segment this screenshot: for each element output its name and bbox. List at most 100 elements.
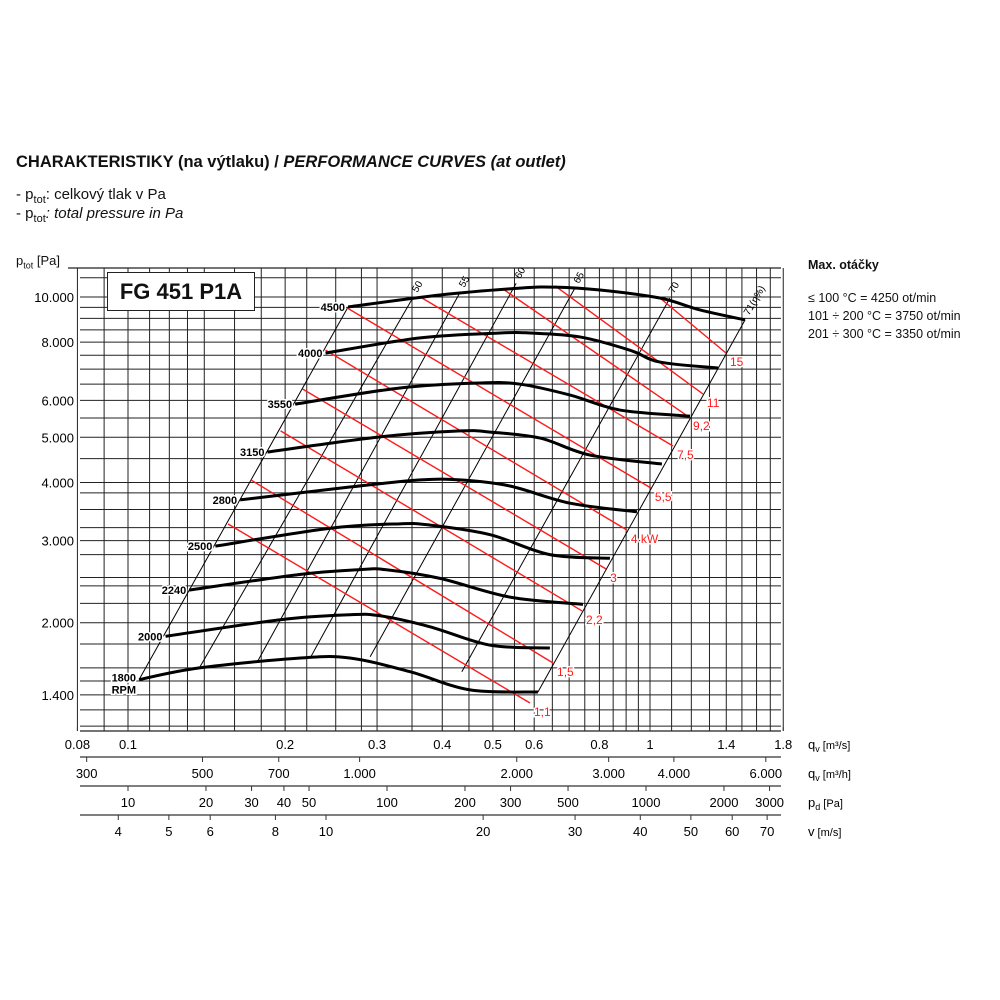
x-tick-label-qv_h: 3.000 — [592, 766, 625, 781]
legend-en: - ptot: total pressure in Pa — [16, 205, 183, 225]
rpm-curve-4000 — [325, 330, 719, 370]
x-tick-label-v: 5 — [165, 824, 172, 839]
y-tick-label: 8.000 — [41, 335, 74, 350]
x-axis-title-v: v [m/s] — [808, 824, 841, 839]
power-label: 7,5 — [677, 448, 694, 462]
y-label-unit: [Pa] — [33, 253, 60, 268]
x-tick-label-v: 50 — [684, 824, 698, 839]
y-tick-label: 4.000 — [41, 475, 74, 490]
x-tick-label-qv_h: 500 — [192, 766, 214, 781]
x-tick-label-v: 6 — [207, 824, 214, 839]
power-line — [659, 297, 727, 354]
power-label: 1,5 — [557, 665, 574, 679]
x-tick-label-qv: 1.8 — [774, 737, 792, 752]
legend-text: : celkový tlak v Pa — [45, 186, 166, 203]
power-line — [554, 285, 704, 395]
x-tick-label-pd: 10 — [121, 795, 135, 810]
power-label: 2,2 — [586, 613, 603, 627]
x-tick-label-pd: 500 — [557, 795, 579, 810]
y-tick-label: 6.000 — [41, 393, 74, 408]
efficiency-label: 60 — [513, 265, 528, 281]
power-label: 9,2 — [693, 419, 710, 433]
y-axis-label: ptot [Pa] — [16, 253, 60, 271]
efficiency-line — [369, 287, 576, 658]
max-speed-heading: Max. otáčky — [808, 258, 879, 272]
rpm-label: 3150 — [240, 447, 264, 459]
x-tick-label-qv: 0.1 — [119, 737, 137, 752]
power-label: 15 — [730, 355, 744, 369]
x-tick-label-pd: 30 — [244, 795, 258, 810]
rpm-label: 4500 — [321, 302, 345, 314]
y-tick-label: 1.400 — [41, 688, 74, 703]
page-title: CHARAKTERISTIKY (na výtlaku) / PERFORMAN… — [16, 153, 566, 172]
x-tick-label-qv_h: 2.000 — [500, 766, 533, 781]
rpm-curve-2800 — [239, 477, 638, 514]
y-label-main: p — [16, 253, 24, 268]
max-speed-line: 201 ÷ 300 °C = 3350 ot/min — [808, 327, 961, 341]
rpm-unit-label: RPM — [112, 685, 136, 697]
x-tick-label-v: 40 — [633, 824, 647, 839]
x-tick-label-v: 60 — [725, 824, 739, 839]
x-tick-label-qv: 1 — [646, 737, 653, 752]
x-tick-label-qv_h: 300 — [76, 766, 98, 781]
x-tick-label-v: 10 — [319, 824, 333, 839]
legend-sub: tot — [33, 213, 46, 225]
x-tick-label-pd: 40 — [277, 795, 291, 810]
rpm-label: 2000 — [138, 631, 162, 643]
x-tick-label-qv: 0.08 — [65, 737, 90, 752]
x-tick-label-qv: 0.2 — [276, 737, 294, 752]
x-tick-label-qv_h: 4.000 — [658, 766, 691, 781]
power-label: 1,1 — [534, 705, 551, 719]
y-tick-label: 3.000 — [41, 534, 74, 549]
x-tick-label-pd: 3000 — [755, 795, 784, 810]
x-tick-label-qv_h: 700 — [268, 766, 290, 781]
title-en: PERFORMANCE CURVES (at outlet) — [283, 153, 566, 171]
efficiency-label: 50 — [410, 279, 425, 295]
x-tick-label-pd: 100 — [376, 795, 398, 810]
rpm-label: 4000 — [298, 348, 322, 360]
x-tick-label-pd: 300 — [500, 795, 522, 810]
x-tick-label-qv_h: 6.000 — [750, 766, 783, 781]
power-label: 3 — [610, 571, 617, 585]
efficiency-line — [310, 283, 517, 658]
efficiency-line — [257, 291, 461, 662]
efficiency-line — [461, 297, 671, 672]
y-label-sub: tot — [23, 260, 34, 271]
efficiency-line — [537, 319, 746, 693]
rpm-label: 2240 — [162, 585, 186, 597]
x-tick-label-v: 20 — [476, 824, 490, 839]
power-line — [419, 296, 674, 447]
legend-prefix: - p — [16, 186, 34, 203]
rpm-label: 2800 — [213, 495, 237, 507]
left-boundary-line — [138, 306, 349, 680]
power-label: 4 kW — [631, 532, 659, 546]
efficiency-line — [198, 296, 414, 669]
y-tick-label: 5.000 — [41, 430, 74, 445]
legend-text: : total pressure in Pa — [45, 205, 184, 222]
x-tick-label-pd: 200 — [454, 795, 476, 810]
max-speed-line: ≤ 100 °C = 4250 ot/min — [808, 291, 937, 305]
rpm-curve-2500 — [215, 522, 611, 560]
power-label: 5,5 — [655, 490, 672, 504]
rpm-curve-3150 — [267, 429, 663, 466]
efficiency-label: 55 — [457, 274, 472, 290]
x-tick-label-v: 30 — [568, 824, 582, 839]
rpm-label: 2500 — [188, 541, 212, 553]
power-line — [502, 288, 690, 418]
rpm-curve-2240 — [189, 567, 584, 606]
rpm-curve-1800 — [138, 655, 538, 694]
power-line — [227, 523, 531, 704]
x-tick-label-qv: 1.4 — [717, 737, 735, 752]
legend-cz: - ptot: celkový tlak v Pa — [16, 186, 166, 206]
rpm-label: 1800 — [112, 673, 136, 685]
rpm-curve-2000 — [165, 612, 550, 650]
power-line — [280, 430, 583, 612]
max-speed-line: 101 ÷ 200 °C = 3750 ot/min — [808, 309, 961, 323]
efficiency-label: 71(η%) — [742, 284, 768, 317]
efficiency-label: 65 — [572, 270, 587, 286]
y-tick-label: 10.000 — [34, 290, 74, 305]
rpm-label: 3550 — [268, 399, 292, 411]
power-line — [346, 307, 652, 489]
legend-prefix: - p — [16, 205, 34, 222]
